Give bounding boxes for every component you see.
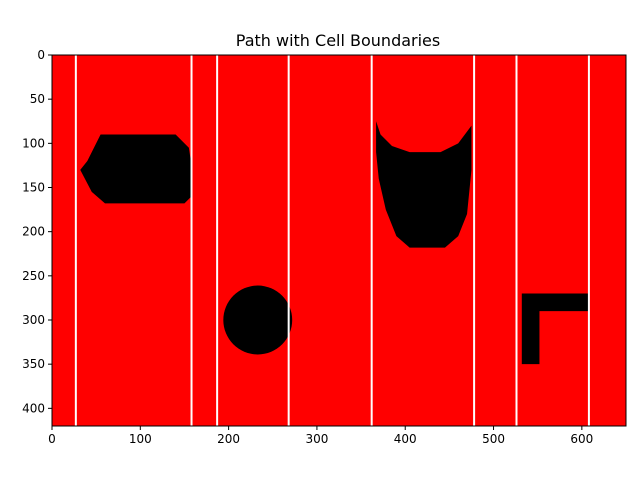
y-axis: 0 50 100 150 200 250 300 350 400 — [22, 48, 52, 415]
obstacle-circle — [223, 285, 293, 355]
y-tick-label: 200 — [22, 225, 45, 239]
x-tick-label: 400 — [394, 432, 417, 446]
obstacle-bowl — [376, 121, 472, 248]
plot-frame — [51, 54, 627, 427]
obstacle-layer — [80, 121, 589, 365]
x-tick-label: 600 — [570, 432, 593, 446]
y-tick-label: 300 — [22, 313, 45, 327]
cell-boundary-layer — [74, 55, 590, 426]
y-tick-label: 0 — [37, 48, 45, 62]
y-tick-label: 250 — [22, 269, 45, 283]
x-tick-label: 300 — [305, 432, 328, 446]
x-tick-label: 500 — [482, 432, 505, 446]
free-space-background — [52, 55, 626, 426]
plot-area — [51, 54, 627, 427]
y-tick-label: 50 — [30, 92, 45, 106]
y-tick-label: 150 — [22, 181, 45, 195]
chart-title: Path with Cell Boundaries — [236, 31, 440, 50]
x-axis: 0 100 200 300 400 500 600 — [48, 426, 593, 446]
obstacle-hexagon — [80, 134, 192, 204]
y-tick-label: 350 — [22, 357, 45, 371]
x-tick-label: 200 — [217, 432, 240, 446]
x-tick-label: 100 — [129, 432, 152, 446]
x-tick-label: 0 — [48, 432, 56, 446]
obstacle-l-shape — [521, 293, 589, 365]
y-tick-label: 100 — [22, 136, 45, 150]
y-tick-label: 400 — [22, 401, 45, 415]
